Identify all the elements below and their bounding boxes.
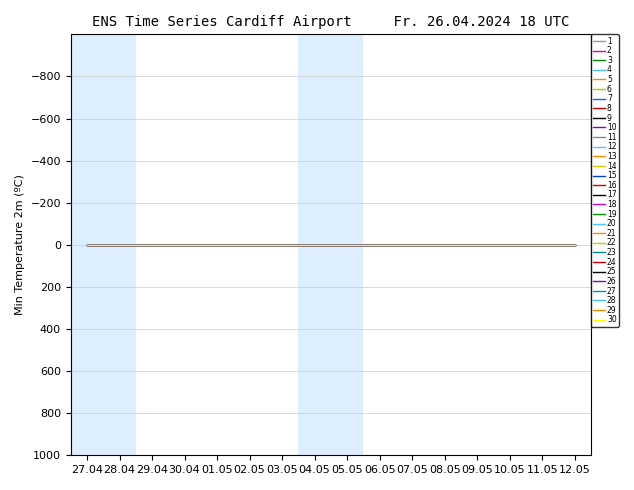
Bar [299, 34, 363, 455]
Bar [71, 34, 136, 455]
Y-axis label: Min Temperature 2m (ºC): Min Temperature 2m (ºC) [15, 174, 25, 315]
Title: ENS Time Series Cardiff Airport     Fr. 26.04.2024 18 UTC: ENS Time Series Cardiff Airport Fr. 26.0… [92, 15, 569, 29]
Legend: 1, 2, 3, 4, 5, 6, 7, 8, 9, 10, 11, 12, 13, 14, 15, 16, 17, 18, 19, 20, 21, 22, 2: 1, 2, 3, 4, 5, 6, 7, 8, 9, 10, 11, 12, 1… [591, 34, 619, 327]
